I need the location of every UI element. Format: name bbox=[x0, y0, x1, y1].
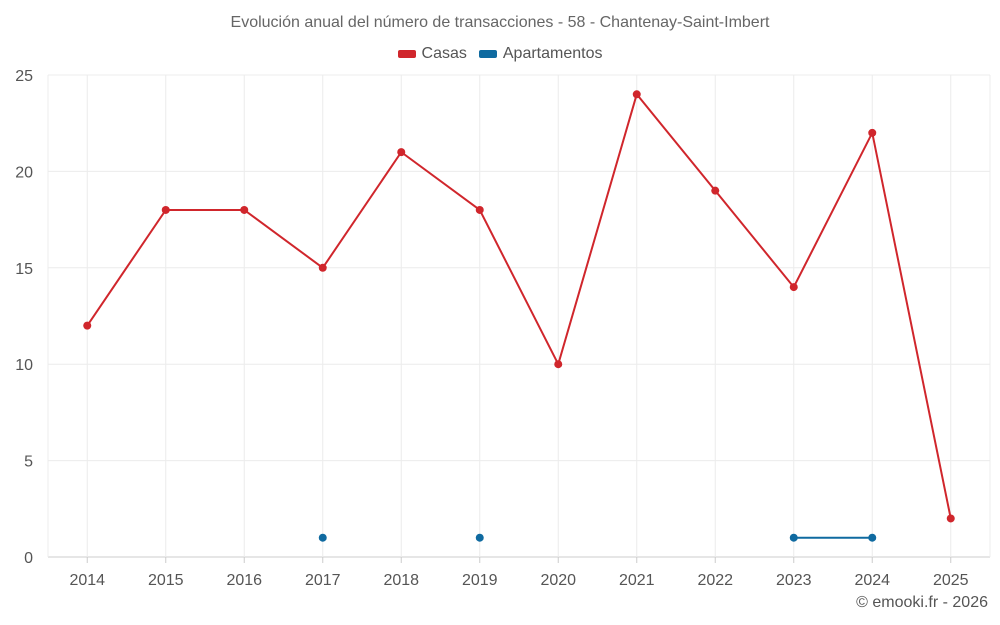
data-point-casas bbox=[789, 283, 798, 292]
x-tick-label: 2020 bbox=[540, 572, 576, 589]
y-tick-label: 20 bbox=[15, 164, 33, 181]
data-point-casas bbox=[83, 321, 92, 330]
data-point-apartamentos bbox=[318, 533, 327, 542]
data-point-apartamentos bbox=[475, 533, 484, 542]
chart-legend: Casas Apartamentos bbox=[0, 45, 1000, 63]
legend-swatch-apartamentos bbox=[478, 50, 497, 58]
x-tick-label: 2021 bbox=[619, 572, 655, 589]
chart-title: Evolución anual del número de transaccio… bbox=[230, 14, 770, 31]
x-tick-label: 2022 bbox=[697, 572, 733, 589]
data-point-casas bbox=[632, 90, 641, 99]
y-tick-label: 15 bbox=[15, 261, 33, 278]
legend-label-casas: Casas bbox=[421, 45, 467, 62]
x-tick-label: 2023 bbox=[776, 572, 812, 589]
x-tick-label: 2025 bbox=[933, 572, 969, 589]
data-point-casas bbox=[868, 128, 877, 137]
y-tick-label: 25 bbox=[15, 68, 33, 85]
legend-label-apartamentos: Apartamentos bbox=[502, 45, 603, 62]
y-tick-label: 0 bbox=[24, 550, 33, 567]
data-point-casas bbox=[240, 205, 249, 214]
x-tick-label: 2024 bbox=[854, 572, 890, 589]
data-point-casas bbox=[711, 186, 720, 195]
y-tick-label: 5 bbox=[24, 454, 33, 471]
x-tick-label: 2014 bbox=[69, 572, 105, 589]
x-tick-label: 2018 bbox=[383, 572, 419, 589]
data-point-apartamentos bbox=[789, 533, 798, 542]
data-point-casas bbox=[397, 148, 406, 157]
data-point-casas bbox=[946, 514, 955, 523]
data-point-casas bbox=[554, 360, 563, 369]
series-line-casas bbox=[86, 92, 952, 519]
copyright-credit: © emooki.fr - 2026 bbox=[856, 594, 988, 611]
data-point-casas bbox=[161, 205, 170, 214]
x-tick-label: 2017 bbox=[305, 572, 341, 589]
legend-item-apartamentos[interactable]: Apartamentos bbox=[478, 45, 603, 63]
data-point-casas bbox=[475, 205, 484, 214]
legend-item-casas[interactable]: Casas bbox=[397, 45, 467, 63]
x-tick-label: 2016 bbox=[226, 572, 262, 589]
legend-swatch-casas bbox=[397, 50, 416, 58]
y-tick-label: 10 bbox=[15, 357, 33, 374]
x-tick-label: 2019 bbox=[462, 572, 498, 589]
data-point-casas bbox=[318, 263, 327, 272]
data-point-apartamentos bbox=[868, 533, 877, 542]
x-tick-label: 2015 bbox=[148, 572, 184, 589]
